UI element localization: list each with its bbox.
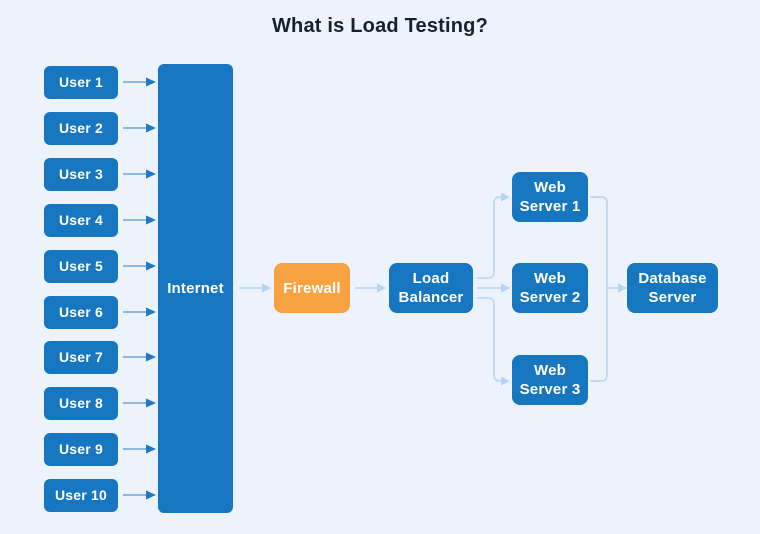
arrow-user-2-to-internet bbox=[123, 123, 156, 133]
node-user-4: User 4 bbox=[44, 203, 118, 237]
node-internet: Internet bbox=[158, 64, 233, 513]
arrow-user-6-to-internet bbox=[123, 307, 156, 317]
arrow-user-3-to-internet bbox=[123, 169, 156, 179]
connector-web-servers-rail bbox=[590, 196, 608, 382]
arrow-user-1-to-internet bbox=[123, 77, 156, 87]
node-user-1: User 1 bbox=[44, 65, 118, 99]
node-user-3: User 3 bbox=[44, 157, 118, 191]
arrow-user-4-to-internet bbox=[123, 215, 156, 225]
arrow-load-balancer-to-web-server-2 bbox=[477, 283, 510, 293]
node-user-5: User 5 bbox=[44, 249, 118, 283]
arrow-user-9-to-internet bbox=[123, 444, 156, 454]
node-user-8: User 8 bbox=[44, 386, 118, 420]
node-user-6: User 6 bbox=[44, 295, 118, 329]
node-web-server-1: Web Server 1 bbox=[512, 172, 588, 222]
diagram-title: What is Load Testing? bbox=[271, 15, 489, 37]
internet-label: Internet bbox=[167, 280, 224, 297]
arrow-load-balancer-to-web-server-1 bbox=[477, 192, 510, 279]
node-firewall: Firewall bbox=[274, 263, 350, 313]
arrow-internet-to-firewall bbox=[239, 283, 271, 293]
arrow-rail-to-database-server bbox=[607, 283, 627, 293]
node-user-7: User 7 bbox=[44, 340, 118, 374]
node-database-server: Database Server bbox=[627, 263, 718, 313]
arrow-user-7-to-internet bbox=[123, 352, 156, 362]
node-user-10: User 10 bbox=[44, 478, 118, 512]
arrow-user-10-to-internet bbox=[123, 490, 156, 500]
node-load-balancer: Load Balancer bbox=[389, 263, 473, 313]
node-user-9: User 9 bbox=[44, 432, 118, 466]
node-web-server-3: Web Server 3 bbox=[512, 355, 588, 405]
node-user-2: User 2 bbox=[44, 111, 118, 145]
arrow-load-balancer-to-web-server-3 bbox=[477, 297, 510, 386]
arrow-firewall-to-load-balancer bbox=[355, 283, 386, 293]
node-web-server-2: Web Server 2 bbox=[512, 263, 588, 313]
arrow-user-5-to-internet bbox=[123, 261, 156, 271]
arrow-user-8-to-internet bbox=[123, 398, 156, 408]
